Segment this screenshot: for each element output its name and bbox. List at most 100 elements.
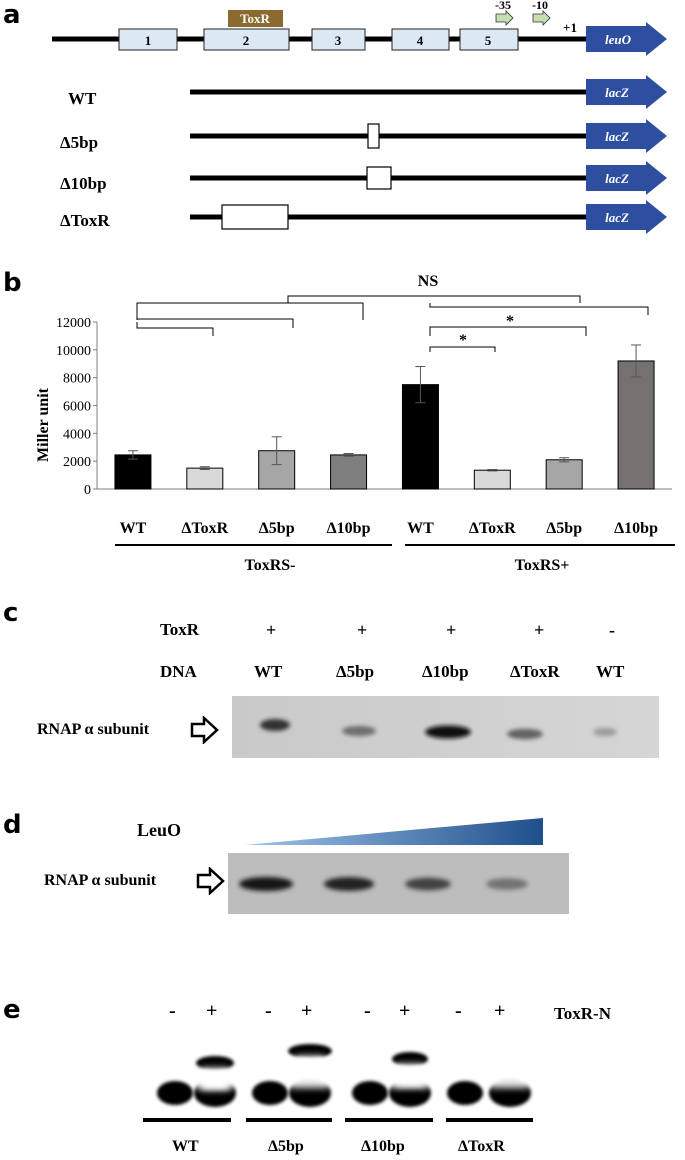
- minus35-label: -35: [495, 0, 511, 12]
- emsa-group-label-d5bp: Δ5bp: [268, 1138, 304, 1155]
- bar-3: [330, 454, 368, 490]
- lacz-arrow-icon: [586, 161, 667, 195]
- band-pointer-arrow-icon: [190, 716, 219, 744]
- y-axis-label: Miller unit: [35, 387, 52, 462]
- shifted-complex-band-3: [392, 1052, 428, 1066]
- smear-8: [490, 1058, 530, 1088]
- shifted-complex-band-2: [288, 1044, 332, 1058]
- panel-a-letter: a: [3, 0, 21, 30]
- ns-bracket-inner: [136, 322, 214, 336]
- significance-brackets: NS * *: [136, 273, 649, 352]
- toxrn-sign-lane-8: +: [494, 1000, 506, 1022]
- toxrn-sign-lane-6: +: [399, 1000, 411, 1022]
- toxr-sign-lane-4: +: [534, 620, 545, 640]
- lacz-arrow-icon: [586, 75, 667, 109]
- smear-highlight-1: [201, 1068, 229, 1090]
- construct-d10bp-label: Δ10bp: [60, 174, 107, 193]
- blot-band-lane-1: [260, 719, 290, 731]
- lacz-arrow-icon: [586, 119, 667, 153]
- construct-d10bp: Δ10bp lacZ: [60, 161, 667, 195]
- y-tick-label: 6000: [63, 400, 91, 415]
- ns-label: NS: [418, 273, 439, 290]
- y-tick-label: 10000: [56, 344, 91, 359]
- blot-band-lane-5: [593, 727, 617, 737]
- blot-band-lane-3: [425, 725, 471, 739]
- x-tick-label-7: Δ10bp: [614, 520, 658, 537]
- dna-label-lane-1: WT: [254, 662, 283, 681]
- toxr-sign-lane-2: +: [357, 620, 368, 640]
- toxrn-sign-lane-1: -: [169, 1000, 176, 1022]
- exon-1-box: [118, 28, 178, 51]
- leuo-gene-label: leuO: [605, 32, 632, 47]
- lacz-arrow-icon: [586, 200, 667, 234]
- toxr-sign-lane-3: +: [446, 620, 457, 640]
- panel-c-letter: c: [3, 598, 19, 628]
- free-probe-band-3: [252, 1081, 288, 1105]
- ns-bracket-mid: [136, 315, 294, 328]
- emsa-group-underline-dtoxr: [446, 1118, 533, 1122]
- band-pointer-arrow-icon: [196, 867, 225, 895]
- leuo-gene-arrow-icon: [586, 22, 667, 56]
- blot-band-d-2: [324, 877, 374, 891]
- toxrn-label: ToxR-N: [554, 1004, 611, 1023]
- free-probe-band-1: [157, 1081, 193, 1105]
- emsa-group-label-dtoxr: ΔToxR: [458, 1138, 505, 1155]
- y-tick-label: 2000: [63, 455, 91, 470]
- star-label: *: [459, 332, 467, 349]
- group-label-toxrs-minus: ToxRS-: [245, 557, 296, 574]
- panel-e-letter: e: [3, 995, 21, 1025]
- deletion-10bp-box: [366, 166, 392, 190]
- panel-b-chart: Miller unit 020004000600080001000012000 …: [35, 273, 675, 574]
- x-tick-label-3: Δ10bp: [327, 520, 371, 537]
- plus1-label: +1: [563, 20, 577, 35]
- toxrn-sign-lane-7: -: [455, 1000, 462, 1022]
- lacz-label: lacZ: [605, 171, 629, 186]
- smear-highlight-2: [296, 1056, 324, 1078]
- x-tick-label-5: ΔToxR: [469, 520, 516, 537]
- emsa-gel: [157, 1044, 531, 1107]
- shifted-complex-band-1: [196, 1056, 234, 1070]
- rnap-band-label-d: RNAP α subunit: [44, 872, 157, 889]
- x-tick-label-6: Δ5bp: [546, 520, 582, 537]
- star-bracket-dtoxr: [429, 346, 496, 352]
- exon-3-label: 3: [335, 33, 342, 48]
- blot-band-lane-4: [507, 728, 543, 740]
- construct-d5bp: Δ5bp lacZ: [60, 119, 667, 153]
- smear-highlight-3: [396, 1064, 424, 1086]
- blot-band-lane-2: [342, 725, 376, 737]
- toxr-sign-lane-1: +: [266, 620, 277, 640]
- star-label: *: [506, 313, 514, 330]
- deletion-toxr-box: [221, 204, 289, 230]
- exon-boxes: 1 2 3 4 5: [118, 28, 519, 51]
- dna-row-label: DNA: [160, 662, 197, 681]
- star-bracket-d5bp: [429, 326, 587, 336]
- free-probe-band-5: [352, 1081, 388, 1105]
- exon-4-box: [391, 28, 450, 51]
- western-blot-c: [232, 696, 659, 758]
- exon-1-label: 1: [145, 33, 152, 48]
- toxr-sign-lane-5: -: [609, 620, 615, 640]
- dna-label-lane-5: WT: [596, 662, 625, 681]
- ns-bracket-outer: [136, 302, 364, 320]
- toxrn-sign-lane-3: -: [265, 1000, 272, 1022]
- bar-0: [114, 454, 152, 490]
- emsa-group-underline-d5bp: [246, 1118, 332, 1122]
- panel-d-letter: d: [3, 810, 22, 840]
- emsa-group-label-d10bp: Δ10bp: [361, 1138, 405, 1155]
- construct-wt: WT lacZ: [68, 75, 667, 109]
- x-tick-label-1: ΔToxR: [181, 520, 228, 537]
- panel-a-diagram: ToxR 1 2 3 4 5 -35 -10 +1 leuO WT lacZ Δ…: [52, 0, 667, 234]
- chart-bars: [114, 344, 655, 490]
- emsa-group-underline-wt: [143, 1118, 231, 1122]
- blot-band-d-1: [239, 877, 293, 891]
- x-tick-label-4: WT: [407, 520, 434, 537]
- construct-dtoxr-label: ΔToxR: [60, 211, 110, 230]
- bar-7: [617, 360, 655, 490]
- minus35-arrow-icon: [495, 10, 514, 26]
- blot-band-d-4: [486, 878, 528, 890]
- bar-5: [473, 469, 511, 490]
- emsa-group-label-wt: WT: [172, 1138, 199, 1155]
- leuo-gradient-wedge: [245, 818, 543, 845]
- exon-3-box: [311, 28, 366, 51]
- exon-5-label: 5: [485, 33, 492, 48]
